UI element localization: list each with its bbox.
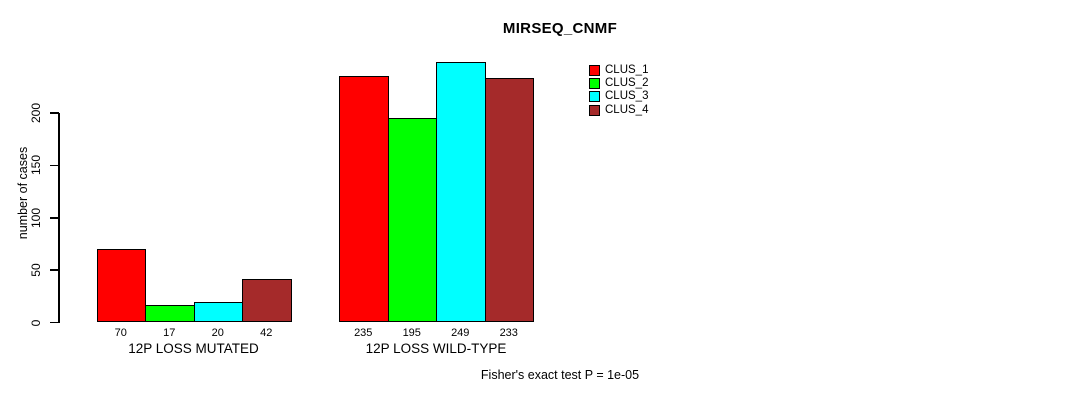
bar-value-label: 70 [114,327,127,339]
legend-swatch-clus_3 [589,91,600,103]
y-axis-tick [50,164,59,167]
bar-value-label: 249 [451,327,470,339]
y-tick-label: 200 [29,102,43,124]
bar-clus_3-group1 [193,301,243,323]
y-axis-tick [50,321,59,324]
y-axis-tick [50,269,59,271]
legend-label: CLUS_3 [605,90,649,103]
bar-clus_2-group1 [145,304,195,323]
bar-value-label: 195 [402,327,421,339]
bar-value-label: 233 [499,327,518,339]
y-axis-tick [50,112,59,114]
bar-clus_1-group2 [339,76,389,323]
bar-clus_4-group1 [242,278,292,323]
chart-title: MIRSEQ_CNMF [502,20,618,37]
legend-swatch-clus_2 [589,78,600,90]
bar-value-label: 20 [211,327,224,339]
bar-value-label: 17 [163,327,176,339]
legend-label: CLUS_2 [605,77,649,90]
legend: CLUS_1 CLUS_2 CLUS_3 CLUS_4 [589,64,649,118]
legend-swatch-clus_4 [589,104,600,116]
legend-swatch-clus_1 [589,65,600,76]
legend-item: CLUS_2 [589,77,649,90]
legend-label: CLUS_1 [605,64,649,76]
bar-clus_1-group1 [96,249,146,323]
y-tick-label: 50 [29,263,43,277]
y-tick-label: 100 [29,207,43,228]
bar-value-label: 42 [260,327,273,339]
legend-item: CLUS_4 [589,103,649,116]
y-tick-label: 0 [29,319,43,326]
bar-clus_3-group2 [436,61,486,323]
bar-clus_4-group2 [484,78,534,323]
y-axis-line [58,112,60,323]
legend-item: CLUS_3 [589,90,649,103]
bar-clus_2-group2 [387,118,437,323]
annotation-text: Fisher's exact test P = 1e-05 [480,368,640,382]
legend-item: CLUS_1 [589,64,649,76]
legend-label: CLUS_4 [605,103,649,116]
y-axis-tick [50,217,59,219]
y-tick-label: 150 [29,155,43,176]
bar-value-label: 235 [354,327,373,339]
category-label: 12P LOSS WILD-TYPE [365,341,507,356]
category-label: 12P LOSS MUTATED [128,341,259,356]
